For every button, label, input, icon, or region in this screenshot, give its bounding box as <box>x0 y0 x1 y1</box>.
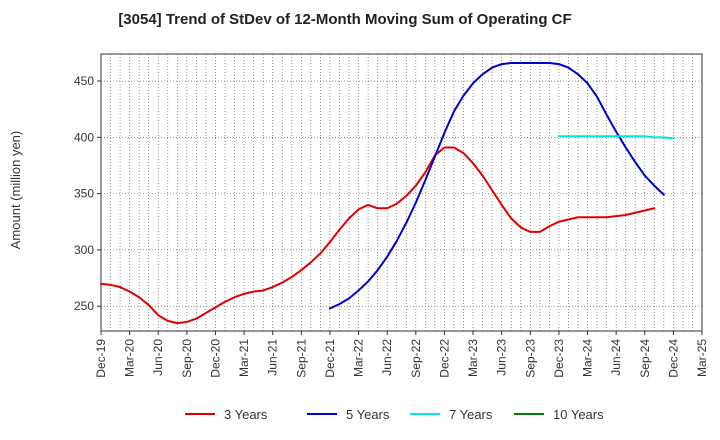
x-tick-label: Sep-22 <box>409 339 423 378</box>
x-tick-label: Mar-25 <box>695 339 709 377</box>
legend-label: 5 Years <box>346 407 390 422</box>
x-tick-label: Sep-24 <box>638 339 652 378</box>
x-tick-label: Mar-24 <box>581 339 595 377</box>
x-tick-label: Mar-21 <box>237 339 251 377</box>
series-line-3-years <box>100 146 656 325</box>
x-tick-label: Jun-21 <box>266 339 280 376</box>
series-lines <box>100 62 675 325</box>
x-tick-label: Sep-20 <box>180 339 194 378</box>
x-tick-label: Jun-24 <box>609 339 623 376</box>
x-tick-label: Mar-22 <box>352 339 366 377</box>
grid-lines <box>100 54 703 331</box>
y-axis-label: Amount (million yen) <box>8 131 23 250</box>
y-tick-label: 250 <box>74 299 94 313</box>
plot-frame <box>100 53 703 332</box>
x-tick-label: Dec-21 <box>323 339 337 378</box>
x-tick-label: Dec-20 <box>208 339 222 378</box>
legend-label: 10 Years <box>553 407 604 422</box>
y-tick-label: 300 <box>74 243 94 257</box>
x-tick-label: Dec-22 <box>437 339 451 378</box>
chart-title: [3054] Trend of StDev of 12-Month Moving… <box>118 11 571 28</box>
x-tick-label: Dec-19 <box>94 339 108 378</box>
y-axis-ticks: 250 300 350 400 450 <box>74 74 101 313</box>
x-tick-label: Jun-22 <box>380 339 394 376</box>
legend: 3 Years 5 Years 7 Years 10 Years <box>185 407 604 422</box>
x-tick-label: Mar-20 <box>123 339 137 377</box>
x-tick-label: Jun-23 <box>495 339 509 376</box>
series-line-5-years <box>328 62 665 310</box>
y-tick-label: 400 <box>74 130 94 144</box>
y-tick-label: 350 <box>74 187 94 201</box>
x-tick-label: Dec-24 <box>666 339 680 378</box>
x-tick-label: Dec-23 <box>552 339 566 378</box>
x-tick-label: Mar-23 <box>466 339 480 377</box>
legend-label: 7 Years <box>449 407 493 422</box>
legend-label: 3 Years <box>224 407 268 422</box>
x-tick-label: Jun-20 <box>151 339 165 376</box>
plot-area-border <box>100 53 703 332</box>
x-tick-label: Sep-21 <box>294 339 308 378</box>
y-tick-label: 450 <box>74 74 94 88</box>
series-line-7-years <box>557 135 675 140</box>
x-axis-ticks: Dec-19 Mar-20 Jun-20 Sep-20 Dec-20 Mar-21 Jun-… <box>94 331 709 378</box>
x-tick-label: Sep-23 <box>523 339 537 378</box>
